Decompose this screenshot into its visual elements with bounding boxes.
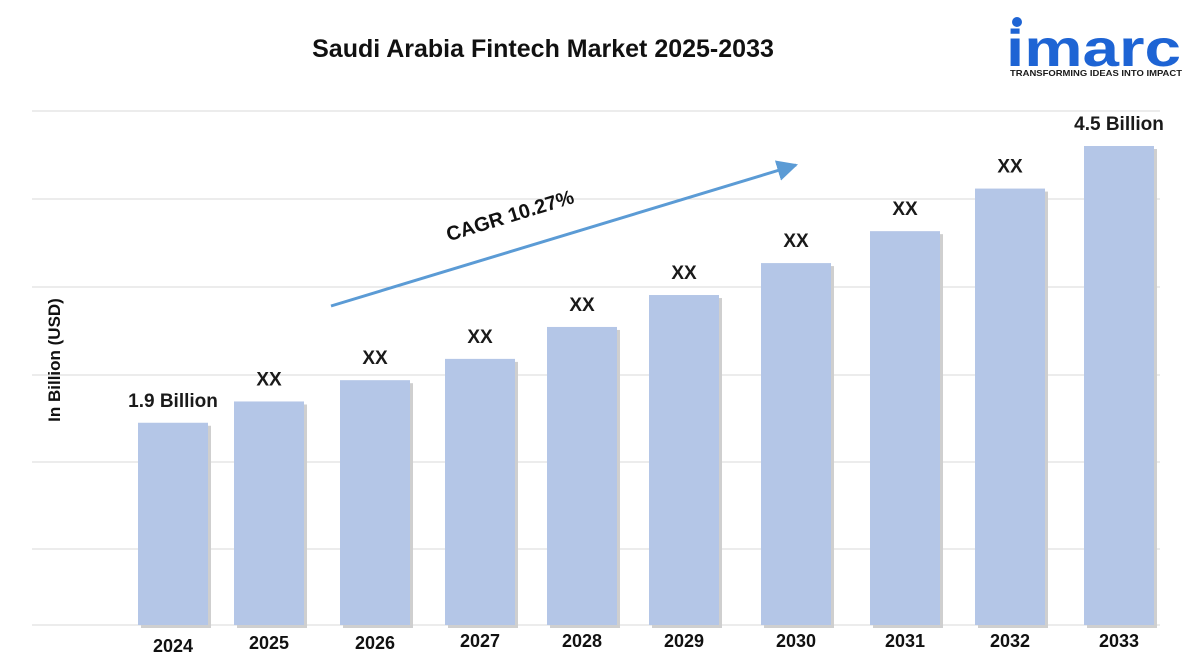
data-label-2031: XX: [892, 199, 918, 220]
bars: [138, 146, 1157, 629]
x-tick-2033: 2033: [1099, 631, 1139, 651]
bar-2030: [761, 263, 831, 625]
logo-wordmark: imarc: [1006, 20, 1181, 78]
bar-2027: [445, 358, 515, 625]
bar-2024: [138, 422, 208, 625]
data-label-2029: XX: [671, 263, 697, 284]
cagr-arrow: [330, 160, 799, 308]
data-label-2033: 4.5 Billion: [1074, 114, 1164, 135]
logo-dot-icon: [1012, 17, 1022, 27]
x-axis-ticks: 2024 2025 2026 2027 2028 2029 2030 2031 2032 2033: [153, 631, 1139, 656]
data-label-2024: 1.9 Billion: [128, 391, 218, 412]
x-tick-2025: 2025: [249, 633, 289, 653]
x-tick-2030: 2030: [776, 631, 816, 651]
data-label-2028: XX: [569, 295, 595, 316]
data-labels: 1.9 Billion XX XX XX XX XX XX XX XX 4.5 Billion: [128, 114, 1164, 412]
chart-title: Saudi Arabia Fintech Market 2025-2033: [312, 35, 774, 63]
bar-2031: [870, 231, 940, 625]
data-label-2026: XX: [362, 348, 388, 369]
bar-2028: [547, 326, 617, 625]
x-tick-2032: 2032: [990, 631, 1030, 651]
data-label-2030: XX: [783, 231, 809, 252]
bar-2025: [234, 401, 304, 625]
x-tick-2031: 2031: [885, 631, 925, 651]
bar-2026: [340, 380, 410, 625]
logo-tagline: TRANSFORMING IDEAS INTO IMPACT: [1010, 68, 1183, 78]
bar-2032: [975, 188, 1045, 626]
x-tick-2028: 2028: [562, 631, 602, 651]
bar-2029: [649, 295, 719, 625]
data-label-2032: XX: [997, 157, 1023, 178]
x-tick-2029: 2029: [664, 631, 704, 651]
data-label-2025: XX: [256, 369, 282, 390]
data-label-2027: XX: [467, 327, 493, 348]
imarc-logo: imarc TRANSFORMING IDEAS INTO IMPACT: [1006, 17, 1183, 78]
x-tick-2027: 2027: [460, 631, 500, 651]
x-tick-2024: 2024: [153, 636, 193, 656]
bar-2033: [1084, 146, 1154, 625]
x-tick-2026: 2026: [355, 633, 395, 653]
y-axis-label: In Billion (USD): [45, 298, 64, 422]
